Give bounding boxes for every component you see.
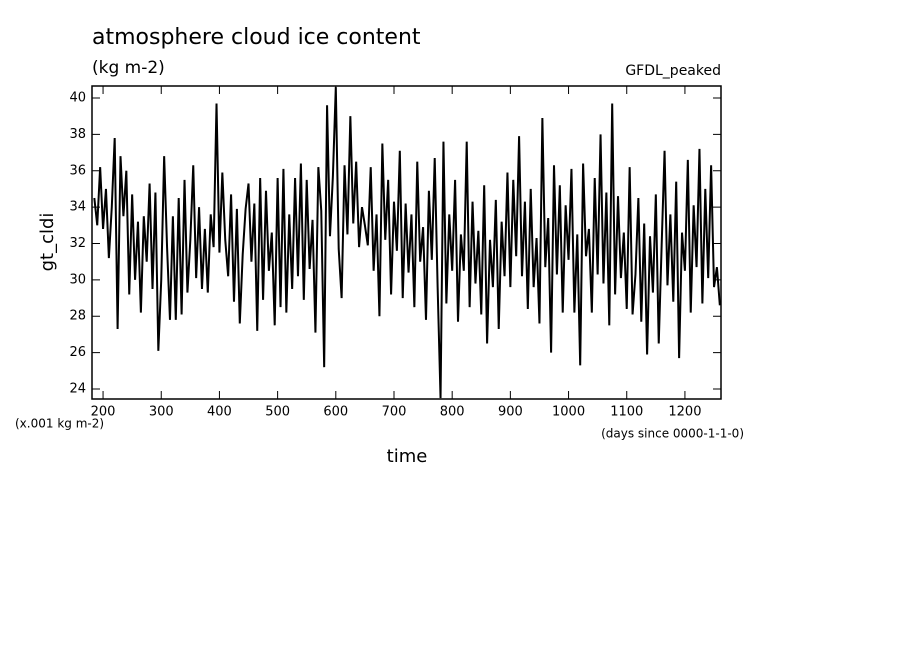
y-tick-label: 32 (69, 236, 86, 251)
x-tick-label: 700 (382, 405, 407, 420)
x-units: (days since 0000-1-1-0) (601, 427, 744, 441)
y-units: (x.001 kg m-2) (15, 417, 104, 431)
x-tick-label: 900 (498, 405, 523, 420)
x-tick-label: 400 (207, 405, 232, 420)
x-tick-label: 200 (91, 405, 116, 420)
y-tick-label: 38 (69, 127, 86, 142)
chart-subtitle: (kg m-2) (92, 58, 165, 78)
chart-title: atmosphere cloud ice content (92, 25, 421, 50)
y-tick-label: 28 (69, 309, 86, 324)
x-tick-label: 800 (440, 405, 465, 420)
x-axis-label: time (387, 446, 428, 467)
x-tick-label: 1100 (610, 405, 643, 420)
x-tick-label: 1200 (668, 405, 701, 420)
x-tick-label: 300 (149, 405, 174, 420)
y-tick-label: 34 (69, 200, 86, 215)
x-tick-label: 600 (323, 405, 348, 420)
data-line (93, 87, 721, 399)
plot-frame (91, 85, 722, 400)
y-tick-label: 30 (69, 272, 86, 287)
y-tick-label: 40 (69, 91, 86, 106)
x-tick-label: 1000 (552, 405, 585, 420)
y-tick-label: 36 (69, 163, 86, 178)
x-tick-label: 500 (265, 405, 290, 420)
annotation: GFDL_peaked (625, 63, 721, 79)
y-axis-label: gt_cldi (37, 213, 58, 272)
y-tick-label: 24 (69, 381, 86, 396)
y-tick-label: 26 (69, 345, 86, 360)
